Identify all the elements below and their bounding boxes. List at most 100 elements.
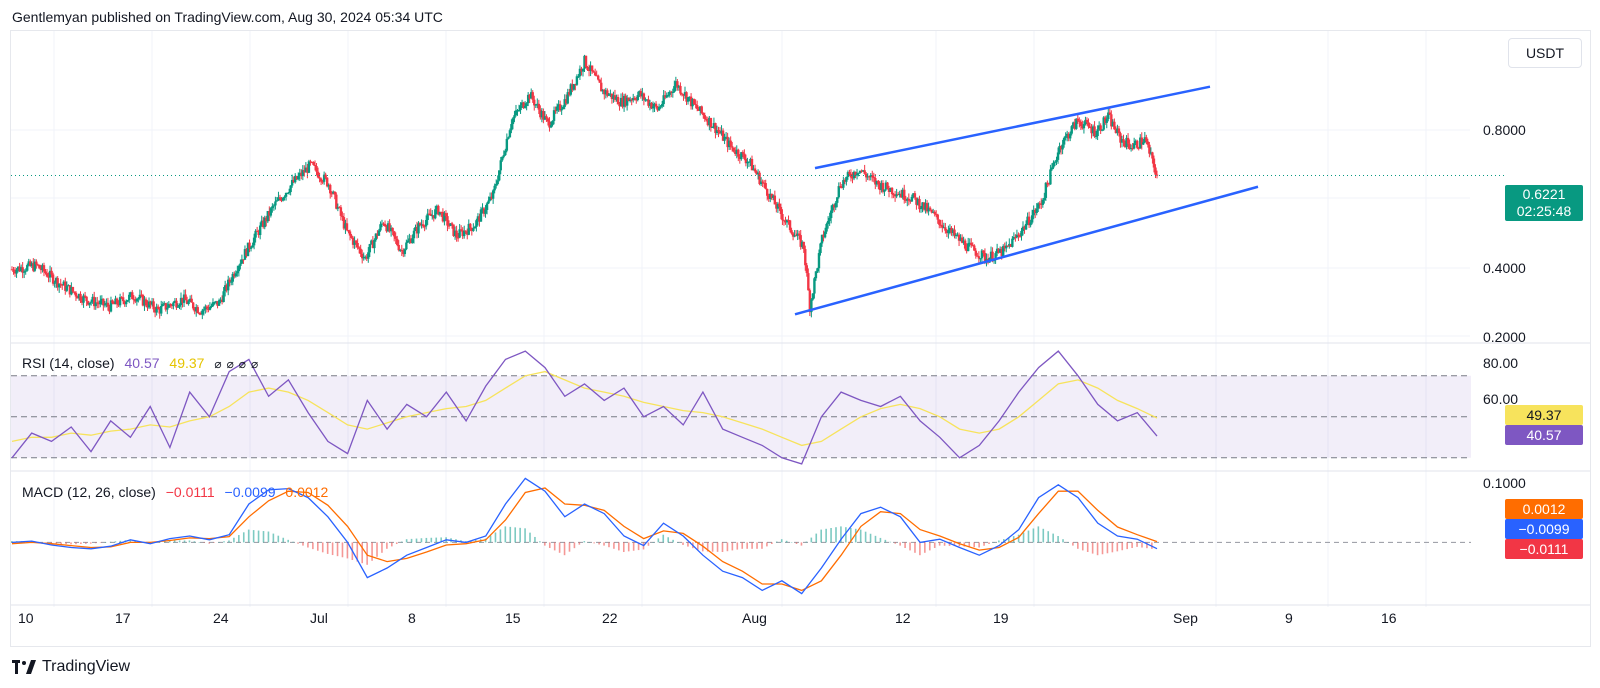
candle-body <box>65 286 69 291</box>
candle-body <box>160 306 163 314</box>
currency-button[interactable]: USDT <box>1508 38 1582 68</box>
candle-body <box>134 299 137 302</box>
x-tick-label: 16 <box>1381 610 1397 626</box>
candle-body <box>476 216 480 221</box>
rsi-value: 40.57 <box>124 355 160 371</box>
macd-legend[interactable]: MACD (12, 26, close) −0.0111 −0.0099 0.0… <box>22 484 334 500</box>
candle-body <box>152 301 155 310</box>
candle-body <box>246 242 250 257</box>
macd-histogram-bar <box>938 542 941 546</box>
candle-body <box>444 213 448 217</box>
candle-body <box>106 302 110 307</box>
candle-body <box>805 265 809 274</box>
candle-body <box>38 265 41 269</box>
candle-body <box>231 273 234 282</box>
candle-body <box>298 172 301 177</box>
candle-body <box>443 213 446 222</box>
candle-body <box>700 106 703 114</box>
candle-body <box>220 299 224 302</box>
candle-body <box>933 211 936 215</box>
macd-histogram-bar <box>840 526 842 543</box>
candle-body <box>184 294 187 301</box>
macd-badge: −0.0099 <box>1505 519 1583 539</box>
candle-body <box>185 300 189 304</box>
candle-body <box>671 91 675 93</box>
candle-body <box>249 247 253 249</box>
candle-body <box>242 259 245 261</box>
candle-body <box>364 256 367 258</box>
candle-body <box>721 130 725 141</box>
candle-body <box>164 303 167 310</box>
candle-body <box>1142 142 1145 145</box>
candle-body <box>773 195 777 205</box>
candle-body <box>137 298 140 300</box>
x-tick-label: Sep <box>1173 610 1198 626</box>
macd-histogram-bar <box>608 542 610 548</box>
rsi-legend[interactable]: RSI (14, close) 40.57 49.37 ⌀⌀⌀⌀ <box>22 355 269 371</box>
macd-histogram-bar <box>1146 542 1148 549</box>
candle-body <box>504 150 507 156</box>
candle-body <box>811 293 815 300</box>
candle-body <box>351 237 355 245</box>
candle-body <box>79 293 82 301</box>
candle-body <box>877 180 880 185</box>
candle-body <box>565 99 568 104</box>
candle-body <box>717 130 720 132</box>
candle-body <box>368 244 372 253</box>
candle-body <box>382 223 385 225</box>
candle-body <box>686 97 690 102</box>
candle-body <box>376 233 379 236</box>
macd-histogram-bar <box>613 542 615 549</box>
macd-histogram-bar <box>544 542 546 546</box>
candle-body <box>694 104 697 106</box>
candle-body <box>377 230 381 236</box>
candle-body <box>677 85 681 88</box>
macd-histogram-bar <box>178 540 181 543</box>
candle-body <box>784 220 787 223</box>
macd-histogram-bar <box>539 541 541 543</box>
x-tick-label: 9 <box>1285 610 1293 626</box>
candle-body <box>948 227 952 231</box>
candle-body <box>341 215 344 218</box>
candle-body <box>966 243 970 252</box>
candle-body <box>461 230 464 237</box>
macd-histogram-bar <box>775 541 778 543</box>
candle-body <box>1096 129 1099 137</box>
candle-body <box>348 231 352 236</box>
candle-body <box>287 192 291 194</box>
macd-histogram-bar <box>687 542 689 547</box>
macd-histogram-bar <box>489 535 492 543</box>
candle-body <box>799 235 802 247</box>
candle-body <box>403 249 407 255</box>
candle-body <box>91 296 94 302</box>
candle-body <box>930 209 933 213</box>
candle-body <box>788 220 792 231</box>
macd-histogram-bar <box>168 540 171 543</box>
candle-body <box>1149 152 1153 154</box>
macd-histogram-bar <box>173 540 176 543</box>
candle-body <box>135 298 139 302</box>
candle-body <box>642 93 646 100</box>
candle-body <box>423 226 426 228</box>
footer-brand[interactable]: TradingView <box>12 658 130 676</box>
macd-tick-label: 0.1000 <box>1483 475 1526 491</box>
candle-body <box>875 180 879 185</box>
macd-histogram-bar <box>474 539 477 543</box>
candle-body <box>977 256 981 259</box>
candle-body <box>603 89 606 95</box>
candle-body <box>1072 122 1075 127</box>
candle-body <box>522 102 525 108</box>
candle-body <box>901 189 904 198</box>
candle-body <box>71 287 75 292</box>
macd-histogram-bar <box>1101 542 1104 555</box>
macd-histogram-bar <box>391 542 393 547</box>
macd-histogram-bar <box>1141 542 1143 548</box>
candle-body <box>635 99 638 101</box>
macd-histogram-bar <box>420 538 423 543</box>
candle-body <box>863 170 866 174</box>
candle-body <box>234 273 238 277</box>
candle-body <box>571 84 574 90</box>
candle-body <box>520 102 524 106</box>
candle-body <box>906 198 909 201</box>
